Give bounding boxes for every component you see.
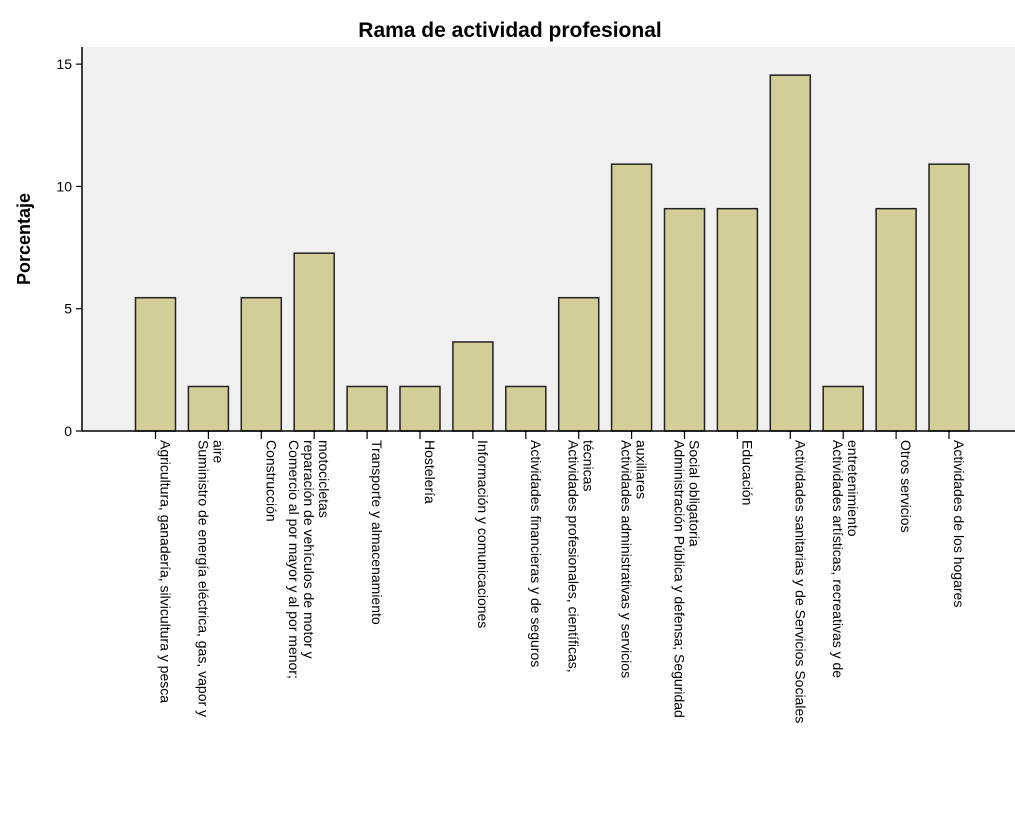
- x-tick-label: Actividades sanitarias y de Servicios So…: [792, 440, 808, 723]
- x-tick-label: Social obligatoria: [687, 440, 703, 547]
- x-tick-label: Construcción: [263, 440, 279, 522]
- x-tick-label: Suministro de energía eléctrica, gas, va…: [195, 440, 211, 717]
- y-ticks: 0 5 10 15: [56, 56, 82, 439]
- x-tick-label: Actividades financieras y de seguros: [528, 440, 544, 667]
- chart-title: Rama de actividad profesional: [358, 19, 661, 42]
- x-tick-label: reparación de vehículos de motor y: [301, 440, 317, 659]
- x-tick-label: Actividades artísticas, recreativas y de: [830, 440, 846, 678]
- bar: [822, 385, 864, 432]
- x-tick-label: aire: [210, 440, 226, 464]
- x-tick-label: Educación: [739, 440, 755, 505]
- y-tick-label: 10: [56, 178, 72, 194]
- bar: [557, 296, 600, 432]
- bar: [452, 341, 494, 432]
- bar: [505, 385, 547, 432]
- x-tick-label: Transporte y almacenamiento: [369, 440, 385, 625]
- x-tick-label: Hostelería: [422, 440, 438, 504]
- bar: [610, 163, 653, 432]
- y-axis-label: Porcentaje: [14, 193, 34, 285]
- bar: [240, 296, 283, 432]
- bars: [134, 74, 970, 432]
- x-tick-label: técnicas: [581, 440, 597, 491]
- bar: [769, 74, 812, 432]
- bar: [928, 163, 970, 432]
- y-tick-label: 5: [64, 301, 72, 317]
- x-tick-label: Información y comunicaciones: [475, 440, 491, 628]
- x-tick-label: Comercio al por mayor y al por menor;: [286, 440, 302, 679]
- x-tick-label: entretenimiento: [845, 440, 861, 537]
- x-tick-label: Agricultura, ganadería, silvicultura y p…: [158, 440, 174, 703]
- axes: [81, 47, 1015, 432]
- y-tick-label: 0: [64, 423, 72, 439]
- bar: [187, 385, 230, 432]
- y-tick-label: 15: [56, 56, 72, 72]
- bar: [875, 207, 917, 432]
- x-tick-label: auxiliares: [634, 440, 650, 499]
- bar: [716, 207, 759, 432]
- bar: [399, 385, 441, 432]
- x-tick-labels: Agricultura, ganadería, silvicultura y p…: [154, 431, 967, 723]
- x-tick-label: Actividades administrativas y servicios: [619, 440, 635, 678]
- x-tick-label: motocicletas: [316, 440, 332, 518]
- plot-area: [82, 47, 1015, 431]
- bar: [293, 252, 335, 432]
- bar: [346, 385, 388, 432]
- x-tick-label: Administración Pública y defensa; Seguri…: [672, 440, 688, 718]
- bar: [134, 296, 177, 432]
- x-tick-label: Actividades de los hogares: [951, 440, 967, 607]
- x-tick-label: Actividades profesionales, científicas,: [566, 440, 582, 673]
- x-tick-label: Otros servicios: [898, 440, 914, 533]
- bar: [663, 207, 706, 432]
